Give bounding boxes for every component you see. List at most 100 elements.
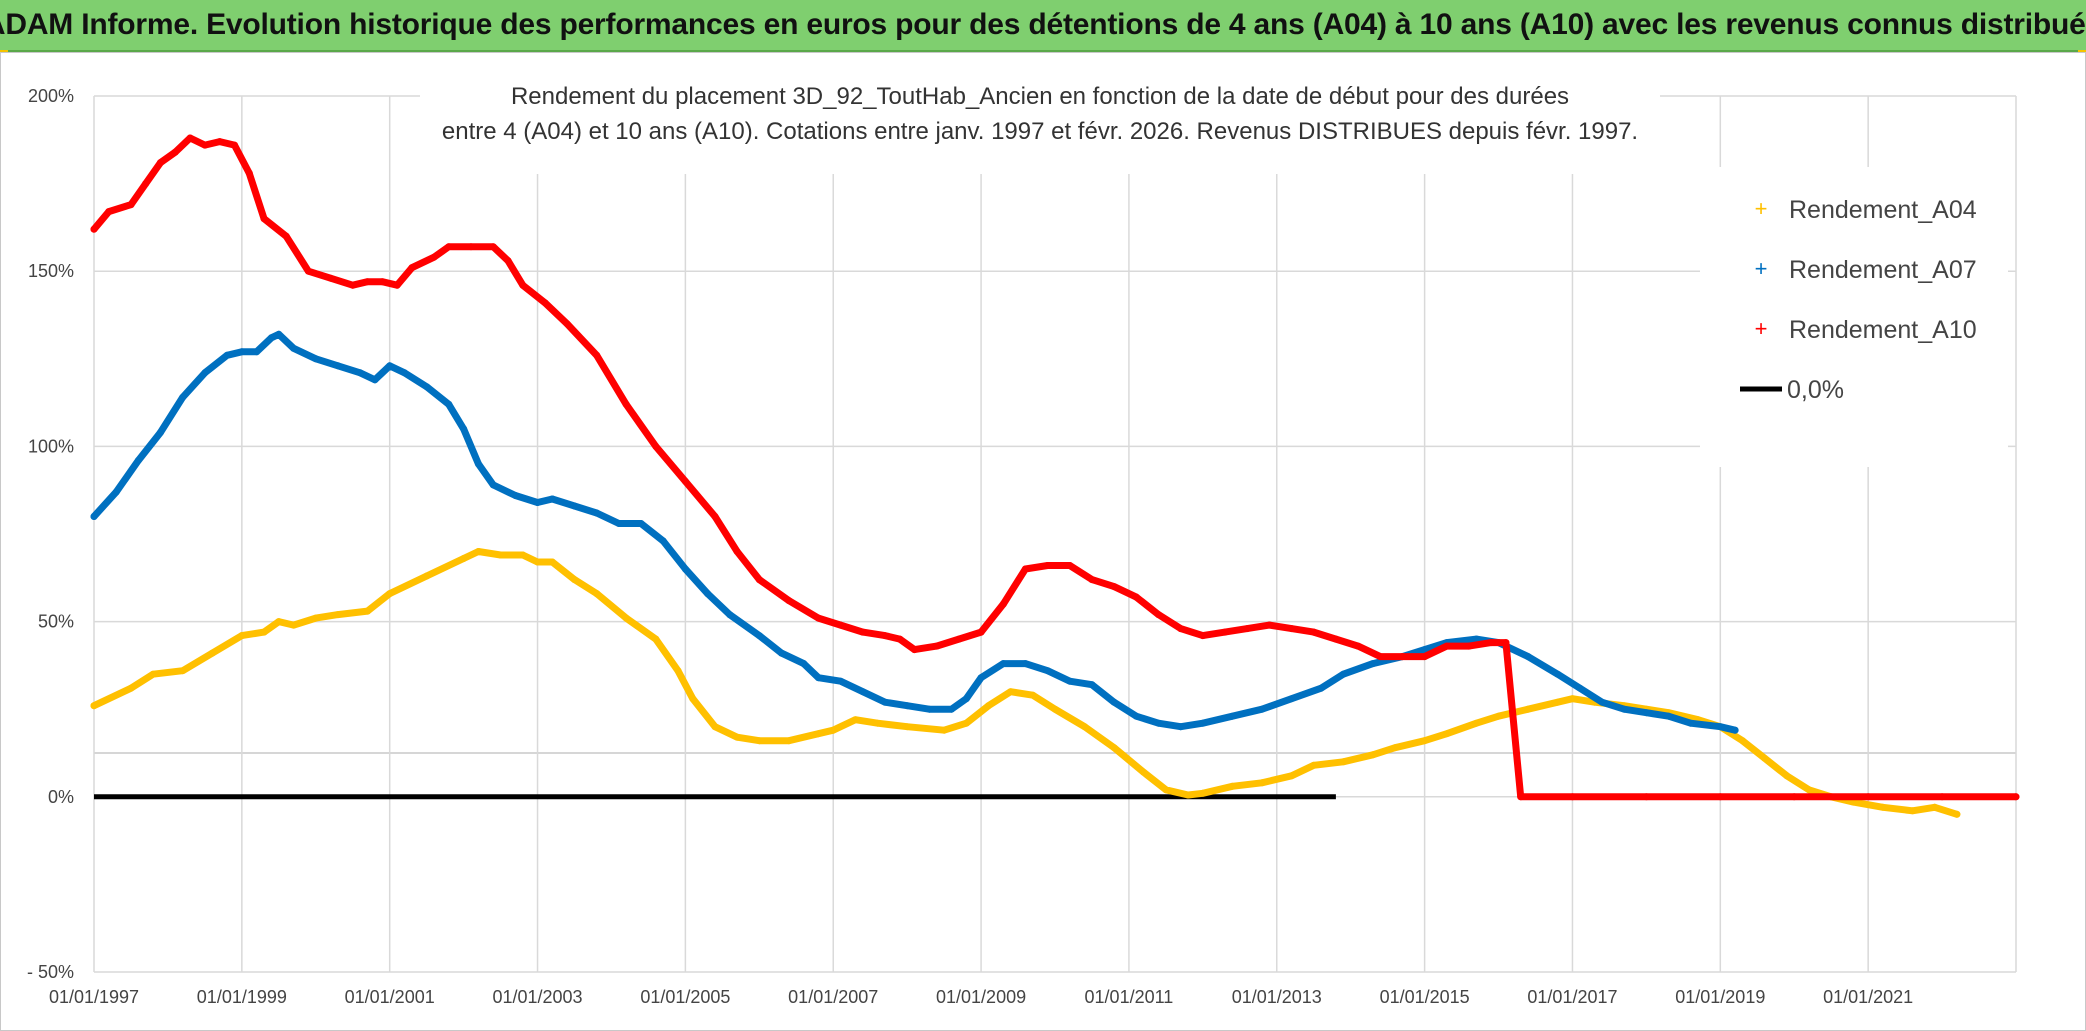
data-point: [962, 695, 970, 703]
data-point: [837, 621, 845, 629]
data-point: [1421, 646, 1429, 654]
data-point: [1132, 593, 1140, 601]
data-point: [1524, 653, 1532, 661]
data-point: [112, 488, 120, 496]
chart-subtitle-line-2: entre 4 (A04) et 10 ans (A10). Cotations…: [442, 118, 1638, 145]
data-point: [622, 614, 630, 622]
data-point: [1332, 635, 1340, 643]
data-point: [1569, 793, 1576, 801]
line-chart: 200% 150% 100% 50% 0% - 50% 01/01/1997 01/01/19…: [0, 52, 2086, 1031]
data-point: [1731, 726, 1739, 734]
data-point: [519, 281, 527, 289]
data-point: [393, 281, 401, 289]
data-point: [755, 576, 763, 584]
data-point: [903, 702, 911, 710]
data-point: [534, 499, 541, 506]
data-point: [364, 607, 371, 615]
data-point: [1088, 681, 1096, 689]
legend-background: [1700, 167, 2008, 467]
data-point: [571, 576, 578, 584]
data-point: [223, 351, 231, 359]
data-point: [497, 551, 505, 559]
data-point: [1177, 723, 1185, 731]
data-point: [489, 481, 497, 489]
data-point: [903, 723, 911, 731]
data-point: [334, 611, 342, 619]
data-point: [985, 702, 992, 710]
data-point: [977, 628, 985, 636]
data-point: [1044, 667, 1052, 675]
x-tick-label: 01/01/1997: [49, 987, 139, 1007]
data-point: [1487, 639, 1495, 647]
data-point: [1443, 730, 1451, 738]
data-point: [999, 660, 1007, 668]
data-point: [327, 274, 335, 282]
data-point: [127, 684, 135, 692]
data-point: [134, 456, 142, 464]
y-tick-label: 0%: [48, 787, 74, 807]
data-point: [1495, 712, 1502, 720]
data-point: [1354, 642, 1362, 650]
data-point: [386, 590, 394, 598]
data-point: [282, 232, 290, 240]
data-point: [105, 208, 113, 216]
data-point: [201, 141, 209, 149]
data-point: [829, 726, 837, 734]
data-point: [275, 330, 283, 338]
data-point: [1879, 803, 1887, 811]
data-point: [563, 320, 571, 328]
data-point: [1339, 758, 1347, 766]
x-tick-label: 01/01/2011: [1085, 987, 1174, 1007]
data-point: [504, 257, 512, 265]
data-point: [511, 492, 519, 499]
data-point: [1716, 723, 1724, 731]
data-point: [260, 215, 268, 223]
data-point: [1132, 712, 1140, 720]
data-point: [541, 299, 549, 307]
subtitle-background: [420, 74, 1660, 174]
x-tick-label: 01/01/2013: [1232, 987, 1322, 1007]
data-point: [149, 670, 157, 678]
data-point: [364, 278, 371, 286]
legend-marker-a07: +: [1755, 256, 1768, 281]
data-point: [955, 635, 963, 643]
axis-labels: 200% 150% 100% 50% 0% - 50% 01/01/1997 01/01/19…: [27, 86, 1913, 1007]
data-point: [371, 376, 379, 384]
x-tick-label: 01/01/2007: [788, 987, 878, 1007]
data-point: [1177, 625, 1185, 633]
data-point: [659, 537, 667, 545]
data-point: [1317, 684, 1325, 692]
data-point: [356, 369, 364, 377]
data-point: [814, 674, 822, 682]
data-point: [681, 477, 689, 485]
data-point: [681, 565, 689, 573]
data-point: [1790, 793, 1798, 801]
data-point: [1665, 712, 1673, 720]
data-point: [1554, 698, 1562, 706]
data-point: [1243, 625, 1251, 633]
data-point: [851, 716, 859, 724]
x-tick-label: 01/01/1999: [197, 987, 287, 1007]
data-point: [1953, 810, 1961, 818]
data-point: [445, 243, 453, 251]
data-point: [460, 425, 468, 433]
page-title: ADAM Informe. Evolution historique des p…: [0, 8, 2086, 41]
data-point: [977, 674, 985, 682]
data-point: [859, 628, 867, 636]
data-point: [1524, 705, 1532, 713]
data-point: [1472, 719, 1480, 727]
legend-label-a10: Rendement_A10: [1789, 316, 1977, 344]
chart-legend: + Rendement_A04 + Rendement_A07 + Rendem…: [1700, 167, 2008, 467]
data-point: [800, 660, 808, 668]
data-point: [733, 733, 741, 741]
data-point: [911, 646, 918, 654]
data-point: [1554, 670, 1562, 678]
data-point: [1783, 772, 1791, 780]
data-point: [1369, 751, 1377, 759]
data-point: [1066, 562, 1074, 569]
data-point: [238, 632, 246, 640]
data-point: [733, 548, 741, 555]
data-point: [1221, 628, 1229, 636]
series-group: [90, 134, 2020, 818]
